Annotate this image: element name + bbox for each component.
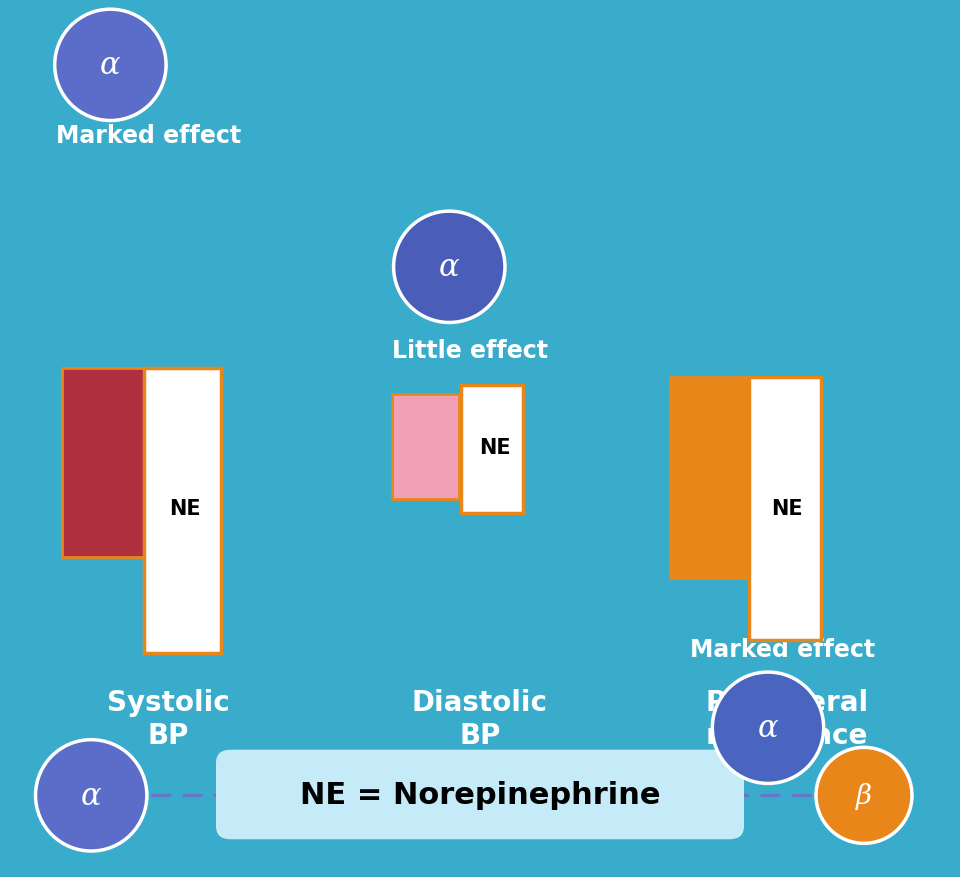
FancyBboxPatch shape: [670, 377, 749, 579]
Text: Peripheral
resistance: Peripheral resistance: [706, 688, 869, 749]
Text: α: α: [81, 780, 102, 811]
FancyBboxPatch shape: [461, 386, 523, 513]
Text: NE: NE: [480, 438, 511, 457]
Text: Marked effect: Marked effect: [690, 637, 875, 661]
Text: Systolic
BP: Systolic BP: [107, 688, 229, 749]
FancyBboxPatch shape: [144, 368, 221, 653]
Text: Diastolic
BP: Diastolic BP: [412, 688, 548, 749]
Text: α: α: [100, 50, 121, 82]
Text: β: β: [856, 782, 872, 809]
Ellipse shape: [712, 673, 824, 783]
Ellipse shape: [55, 11, 166, 121]
Text: Marked effect: Marked effect: [57, 124, 241, 148]
Text: NE: NE: [170, 499, 201, 518]
Ellipse shape: [36, 740, 147, 851]
Text: Little effect: Little effect: [393, 339, 548, 363]
Text: α: α: [439, 252, 460, 283]
Ellipse shape: [816, 747, 912, 844]
Ellipse shape: [394, 212, 505, 323]
Text: α: α: [757, 712, 779, 744]
FancyBboxPatch shape: [62, 368, 144, 557]
Text: NE = Norepinephrine: NE = Norepinephrine: [300, 780, 660, 809]
Text: NE: NE: [772, 499, 803, 518]
FancyBboxPatch shape: [216, 750, 744, 839]
FancyBboxPatch shape: [392, 395, 459, 500]
FancyBboxPatch shape: [749, 377, 821, 640]
